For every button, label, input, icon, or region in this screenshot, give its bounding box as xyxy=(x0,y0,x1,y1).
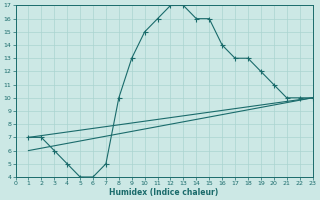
X-axis label: Humidex (Indice chaleur): Humidex (Indice chaleur) xyxy=(109,188,219,197)
